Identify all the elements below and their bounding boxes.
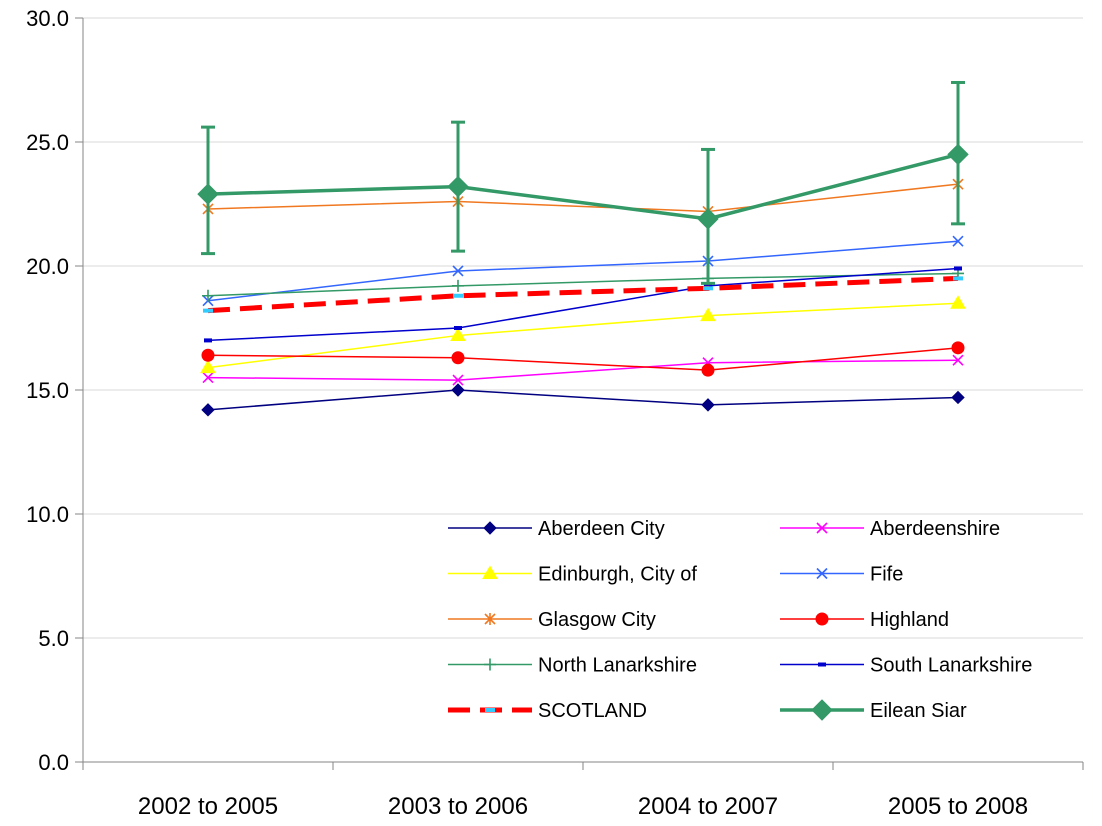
data-point [952, 235, 964, 247]
legend-item: Highland [780, 609, 949, 631]
legend-label: South Lanarkshire [870, 655, 1032, 677]
legend-label: Aberdeenshire [870, 518, 1000, 540]
data-point [700, 307, 716, 322]
data-point [453, 293, 463, 298]
legend-label: Highland [870, 609, 949, 631]
legend-item: SCOTLAND [448, 700, 647, 722]
data-point [483, 521, 497, 535]
data-point [951, 390, 965, 405]
data-point [482, 565, 498, 579]
x-category-label: 2003 to 2006 [388, 793, 528, 820]
series-aberdeenshire [202, 354, 964, 386]
data-point [818, 662, 826, 667]
data-point [701, 398, 715, 412]
series-line [207, 267, 959, 342]
legend-label: North Lanarkshire [538, 655, 697, 677]
data-point [811, 699, 833, 721]
y-tick-label: 15.0 [26, 378, 69, 403]
x-category-label: 2004 to 2007 [638, 793, 778, 820]
legend-label: Aberdeen City [538, 518, 665, 540]
data-point [697, 208, 719, 230]
series-line [207, 347, 959, 371]
data-point [816, 522, 828, 534]
axes: 0.0 5.0 10.0 15.0 20.0 25.0 30.0 2002 to 2005 20… [26, 6, 1084, 820]
series-line [207, 183, 959, 213]
legend-label: SCOTLAND [538, 700, 647, 722]
legend-label: Edinburgh, City of [538, 564, 697, 586]
y-tick-label: 20.0 [26, 254, 69, 279]
legend-label: Fife [870, 564, 903, 586]
data-point [952, 354, 964, 366]
series-scotland [203, 275, 963, 314]
data-point [701, 363, 715, 377]
y-tick-label: 10.0 [26, 502, 69, 527]
x-category-label: 2005 to 2008 [888, 793, 1028, 820]
data-point [816, 567, 828, 580]
legend-item: Glasgow City [448, 609, 656, 631]
data-point [484, 613, 496, 625]
y-tick-label: 25.0 [26, 130, 69, 155]
gridlines [83, 17, 1083, 639]
legend-label: Glasgow City [538, 609, 656, 631]
data-point [197, 183, 219, 205]
series-highland [201, 341, 965, 377]
legend-item: Eilean Siar [780, 699, 967, 722]
data-point [484, 658, 496, 671]
data-point [452, 279, 464, 292]
legend-item: Aberdeenshire [780, 518, 1000, 540]
data-point [203, 308, 213, 313]
data-point [202, 372, 214, 384]
data-point [450, 327, 466, 341]
legend-label: Eilean Siar [870, 700, 967, 722]
legend-item: North Lanarkshire [448, 655, 697, 677]
series-line [207, 240, 959, 302]
y-tick-label: 30.0 [26, 6, 69, 31]
data-point [815, 612, 829, 626]
legend-item: Edinburgh, City of [448, 564, 697, 586]
data-point [201, 348, 215, 362]
legend-item: Aberdeen City [448, 518, 665, 540]
series-line [207, 275, 959, 314]
series-aberdeen-city [201, 383, 965, 417]
legend-item: South Lanarkshire [780, 655, 1032, 677]
data-point [454, 326, 462, 330]
data-point [452, 265, 464, 277]
series-line [207, 389, 959, 411]
data-point [451, 383, 465, 397]
series-line [207, 359, 959, 381]
legend: Aberdeen City Aberdeenshire Edinburgh, Cit… [448, 518, 1032, 722]
y-tick-label: 0.0 [38, 750, 69, 775]
series-line [207, 302, 959, 369]
data-point [204, 338, 212, 343]
data-point [447, 175, 469, 198]
series-line [207, 272, 959, 297]
series-eilean-siar [197, 80, 969, 285]
data-point [954, 266, 962, 271]
series-line [207, 152, 959, 221]
data-point [202, 289, 214, 302]
y-tick-label: 5.0 [38, 626, 69, 651]
data-point [947, 143, 969, 166]
data-point [201, 403, 215, 417]
data-point [951, 341, 965, 355]
data-point [950, 295, 966, 309]
data-point [200, 359, 216, 374]
series-fife [202, 235, 964, 307]
legend-item: Fife [780, 564, 903, 586]
data-point [703, 286, 713, 291]
data-point [452, 374, 464, 386]
series-lines [197, 80, 969, 417]
series-edinburgh-city-of [200, 295, 966, 374]
data-point [485, 708, 495, 712]
x-category-label: 2002 to 2005 [138, 793, 278, 820]
data-point [953, 276, 963, 281]
data-point [451, 351, 465, 365]
